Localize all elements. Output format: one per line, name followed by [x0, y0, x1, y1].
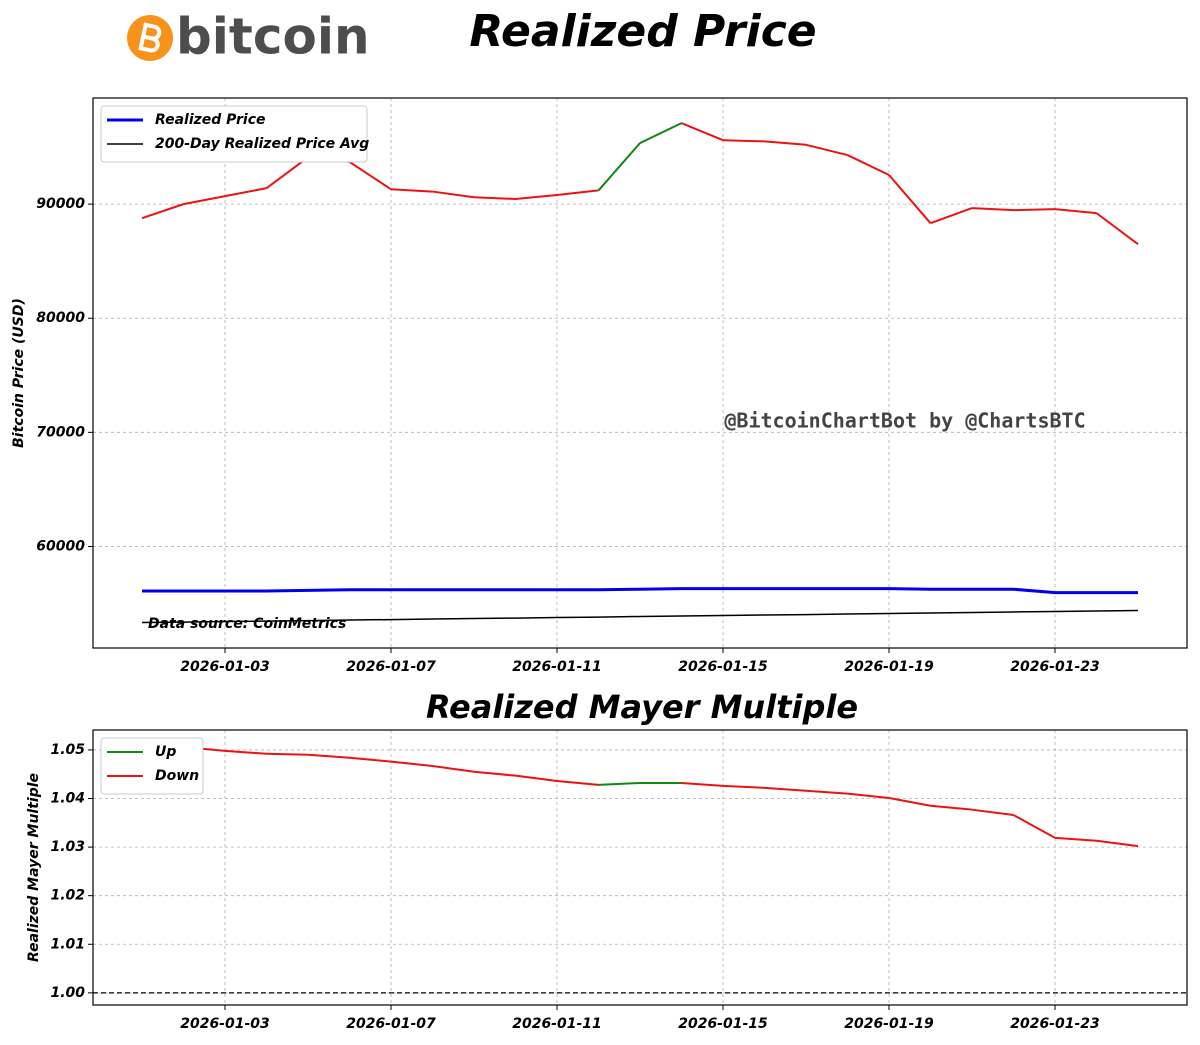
line-segment	[515, 193, 558, 200]
y-tick-label: 70000	[36, 424, 85, 440]
line-segment	[141, 203, 184, 220]
y-axis-label: Bitcoin Price (USD)	[11, 298, 27, 448]
y-tick-label: 90000	[36, 196, 85, 212]
y-tick-label: 1.02	[50, 888, 85, 904]
y-tick-label: 1.04	[50, 791, 85, 807]
y-tick-label: 1.03	[50, 839, 85, 855]
line-segment	[888, 797, 931, 807]
legend-label: Down	[155, 768, 199, 784]
watermark: @BitcoinChartBot by @ChartsBTC	[724, 409, 1085, 433]
line-segment	[722, 139, 765, 143]
line-segment	[224, 187, 267, 198]
line-segment	[473, 196, 516, 200]
line-segment	[349, 756, 392, 763]
y-tick-label: 1.00	[50, 985, 85, 1001]
line-segment	[515, 774, 558, 783]
x-tick-label: 2026-01-19	[844, 659, 934, 675]
plot-frame	[92, 729, 1188, 1006]
line-segment	[847, 154, 890, 176]
line-segment	[722, 784, 765, 789]
line-segment	[1095, 212, 1139, 245]
line-segment	[764, 786, 807, 792]
legend-box	[100, 737, 204, 795]
line-segment	[1054, 836, 1097, 842]
x-tick-label: 2026-01-07	[346, 1016, 436, 1032]
x-tick-label: 2026-01-23	[1010, 659, 1100, 675]
line-segment	[1013, 814, 1056, 839]
y-tick-label: 1.01	[50, 936, 85, 952]
line-segment	[764, 140, 807, 146]
y-tick-label: 60000	[36, 538, 85, 554]
x-tick-label: 2026-01-03	[180, 659, 270, 675]
line-segment	[930, 207, 973, 225]
line-segment	[307, 753, 350, 759]
line-segment	[1013, 208, 1056, 212]
x-tick-label: 2026-01-15	[678, 1016, 768, 1032]
line-segment	[266, 752, 309, 756]
chart-title: Realized Mayer Multiple	[426, 688, 858, 726]
line-segment	[681, 781, 724, 787]
x-tick-label: 2026-01-07	[346, 659, 436, 675]
line-segment	[348, 161, 392, 191]
y-tick-label: 80000	[36, 310, 85, 326]
source-note: Data source: CoinMetrics	[148, 616, 346, 632]
line-segment	[1054, 208, 1097, 215]
line-segment	[556, 780, 599, 786]
line-segment	[224, 749, 267, 755]
line-segment	[805, 143, 848, 157]
line-segment	[556, 189, 599, 196]
line-segment	[390, 760, 433, 767]
legend-label: Realized Price	[155, 112, 266, 128]
brand: bitcoin	[176, 8, 370, 66]
y-tick-label: 1.05	[50, 742, 85, 758]
plot-frame	[92, 97, 1188, 649]
logo-symbol	[138, 22, 162, 53]
line-segment	[971, 207, 1014, 212]
legend-box	[100, 105, 368, 163]
line-segment	[888, 174, 932, 224]
x-tick-label: 2026-01-11	[512, 659, 602, 675]
x-tick-label: 2026-01-15	[678, 659, 768, 675]
line	[142, 587, 1138, 595]
legend-label: 200-Day Realized Price Avg	[155, 136, 369, 152]
line-segment	[598, 781, 641, 786]
line-segment	[847, 792, 890, 800]
x-tick-label: 2026-01-11	[512, 1016, 602, 1032]
line-segment	[805, 789, 848, 795]
line-segment	[390, 188, 433, 193]
line	[141, 609, 1139, 624]
x-tick-label: 2026-01-19	[844, 1016, 934, 1032]
line-segment	[1096, 839, 1139, 848]
bitcoin-logo: bitcoin	[127, 8, 370, 66]
line-segment	[432, 764, 475, 773]
line-segment	[971, 808, 1014, 817]
y-axis-label: Realized Mayer Multiple	[26, 773, 42, 962]
legend-label: Up	[155, 744, 176, 760]
line-segment	[432, 190, 475, 199]
x-tick-label: 2026-01-03	[180, 1016, 270, 1032]
x-tick-label: 2026-01-23	[1010, 1016, 1100, 1032]
line-segment	[597, 142, 641, 192]
line-segment	[639, 122, 682, 144]
line-segment	[930, 804, 973, 811]
chart-title: Realized Price	[469, 6, 816, 57]
line-segment	[183, 195, 226, 206]
line-segment	[473, 770, 516, 777]
line-segment	[681, 122, 724, 142]
